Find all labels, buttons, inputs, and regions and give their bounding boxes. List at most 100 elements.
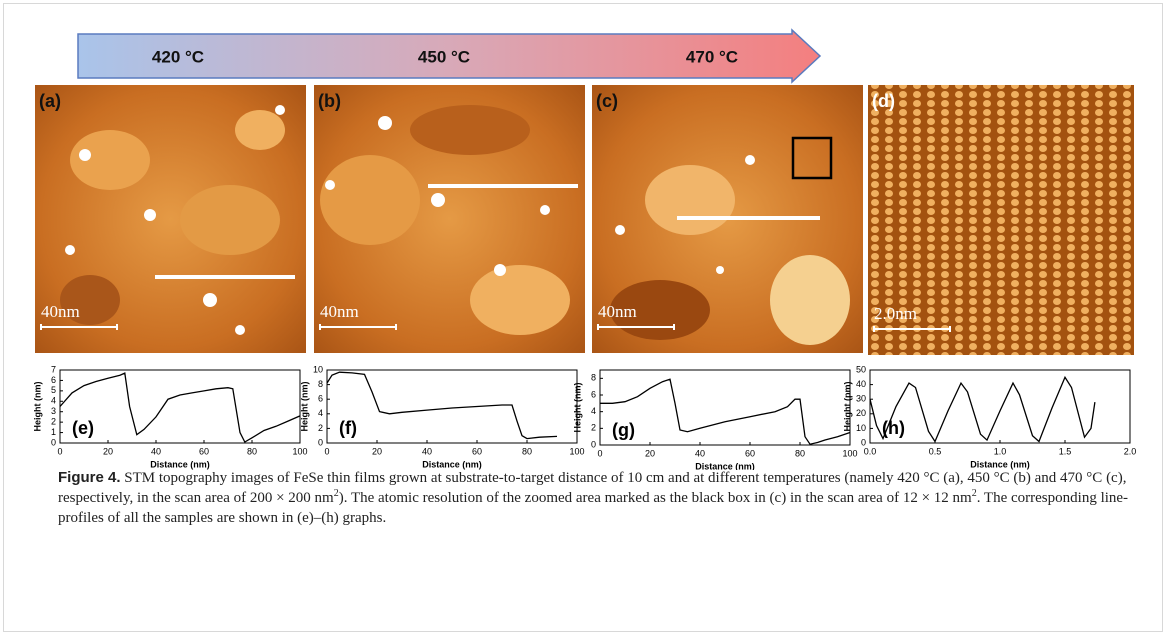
scale-bar xyxy=(40,324,118,330)
y-tick-label: 3 xyxy=(51,406,56,416)
arrow-label: 470 °C xyxy=(686,47,738,66)
x-tick-label: 0 xyxy=(57,446,62,456)
x-tick-label: 40 xyxy=(151,446,161,456)
panel-label: (c) xyxy=(596,91,618,111)
stm-image-c xyxy=(592,85,863,353)
temperature-arrow xyxy=(77,28,822,84)
y-tick-label: 0 xyxy=(318,437,323,447)
arrow-label: 420 °C xyxy=(152,47,204,66)
y-axis-label: Height (pm) xyxy=(842,382,852,432)
x-tick-label: 20 xyxy=(645,448,655,458)
x-tick-label: 0 xyxy=(597,448,602,458)
x-tick-label: 80 xyxy=(795,448,805,458)
x-tick-label: 60 xyxy=(745,448,755,458)
x-axis-label: Distance (nm) xyxy=(422,459,482,469)
panel-label: (b) xyxy=(318,91,341,111)
profile-line xyxy=(326,371,558,440)
x-axis-label: Distance (nm) xyxy=(970,459,1030,469)
x-tick-label: 60 xyxy=(472,446,482,456)
chart-label: (e) xyxy=(72,418,94,438)
x-tick-label: 100 xyxy=(569,446,584,456)
y-tick-label: 40 xyxy=(856,379,866,389)
y-tick-label: 30 xyxy=(856,394,866,404)
caption-sup: 2 xyxy=(971,488,977,499)
y-tick-label: 0 xyxy=(591,439,596,449)
y-tick-label: 20 xyxy=(856,408,866,418)
profile-line xyxy=(600,378,851,445)
frame xyxy=(3,3,1163,632)
x-tick-label: 1.5 xyxy=(1059,446,1072,456)
caption-text: . The corresponding line-profiles of all… xyxy=(58,490,1129,526)
scale-label: 2.0nm xyxy=(874,304,917,323)
y-tick-label: 8 xyxy=(318,379,323,389)
caption-sup: 2 xyxy=(333,488,339,499)
x-tick-label: 0.0 xyxy=(864,446,877,456)
chart-label: (h) xyxy=(882,418,905,438)
y-tick-label: 10 xyxy=(313,364,323,374)
x-tick-label: 40 xyxy=(695,448,705,458)
panel-label: (a) xyxy=(39,91,61,111)
x-tick-label: 0.5 xyxy=(929,446,942,456)
stm-image-b xyxy=(314,85,585,353)
chart-label: (f) xyxy=(339,418,357,438)
y-tick-label: 6 xyxy=(51,375,56,385)
y-tick-label: 6 xyxy=(318,394,323,404)
scale-label: 40nm xyxy=(41,302,80,321)
x-axis-label: Distance (nm) xyxy=(695,461,755,470)
y-axis-label: Height (nm) xyxy=(299,382,309,432)
x-tick-label: 100 xyxy=(292,446,307,456)
x-tick-label: 80 xyxy=(247,446,257,456)
plot-frame xyxy=(326,369,578,444)
y-tick-label: 0 xyxy=(861,437,866,447)
scale-bar xyxy=(873,326,951,332)
x-axis-label: Distance (nm) xyxy=(150,459,210,469)
y-tick-label: 2 xyxy=(318,423,323,433)
y-tick-label: 6 xyxy=(591,389,596,399)
x-tick-label: 60 xyxy=(199,446,209,456)
caption-text: STM topography images of FeSe thin films… xyxy=(58,470,1127,506)
line-chart: 0 10 20 30 40 50 0.0 0.5 1.0 1.5 2.0 Distance (nm) H… xyxy=(842,364,1136,469)
panel-label: (d) xyxy=(872,91,895,111)
y-tick-label: 2 xyxy=(591,423,596,433)
y-tick-label: 4 xyxy=(51,396,56,406)
y-tick-label: 50 xyxy=(856,364,866,374)
figure: 420 °C 450 °C 470 °C (a)40nm(b)40nm(c)40… xyxy=(32,28,1136,470)
chart-label: (g) xyxy=(612,420,635,440)
plot-frame xyxy=(599,369,851,446)
y-tick-label: 7 xyxy=(51,364,56,374)
y-tick-label: 2 xyxy=(51,417,56,427)
stm-image-d xyxy=(868,85,1134,355)
x-tick-label: 20 xyxy=(103,446,113,456)
x-tick-label: 1.0 xyxy=(994,446,1007,456)
scale-bar xyxy=(597,324,675,330)
y-tick-label: 0 xyxy=(51,437,56,447)
y-tick-label: 8 xyxy=(591,373,596,383)
scale-bar xyxy=(319,324,397,330)
scale-label: 40nm xyxy=(598,302,637,321)
y-axis-label: Height (nm) xyxy=(572,383,582,433)
plot-frame xyxy=(869,369,1131,444)
caption-text: ). The atomic resolution of the zoomed a… xyxy=(338,490,972,506)
profile-line xyxy=(869,375,1096,443)
x-tick-label: 40 xyxy=(422,446,432,456)
stm-image-a xyxy=(35,85,306,353)
x-tick-label: 100 xyxy=(842,448,857,458)
y-tick-label: 1 xyxy=(51,427,56,437)
y-tick-label: 4 xyxy=(591,406,596,416)
caption-label: Figure 4. xyxy=(58,469,121,486)
y-tick-label: 10 xyxy=(856,423,866,433)
y-axis-label: Height (nm) xyxy=(32,382,42,432)
x-tick-label: 20 xyxy=(372,446,382,456)
caption: Figure 4. STM topography images of FeSe … xyxy=(58,468,1138,528)
x-tick-label: 0 xyxy=(324,446,329,456)
y-tick-label: 5 xyxy=(51,385,56,395)
profile-line xyxy=(59,372,301,443)
arrow-label: 450 °C xyxy=(418,47,470,66)
y-tick-label: 4 xyxy=(318,408,323,418)
x-tick-label: 80 xyxy=(522,446,532,456)
